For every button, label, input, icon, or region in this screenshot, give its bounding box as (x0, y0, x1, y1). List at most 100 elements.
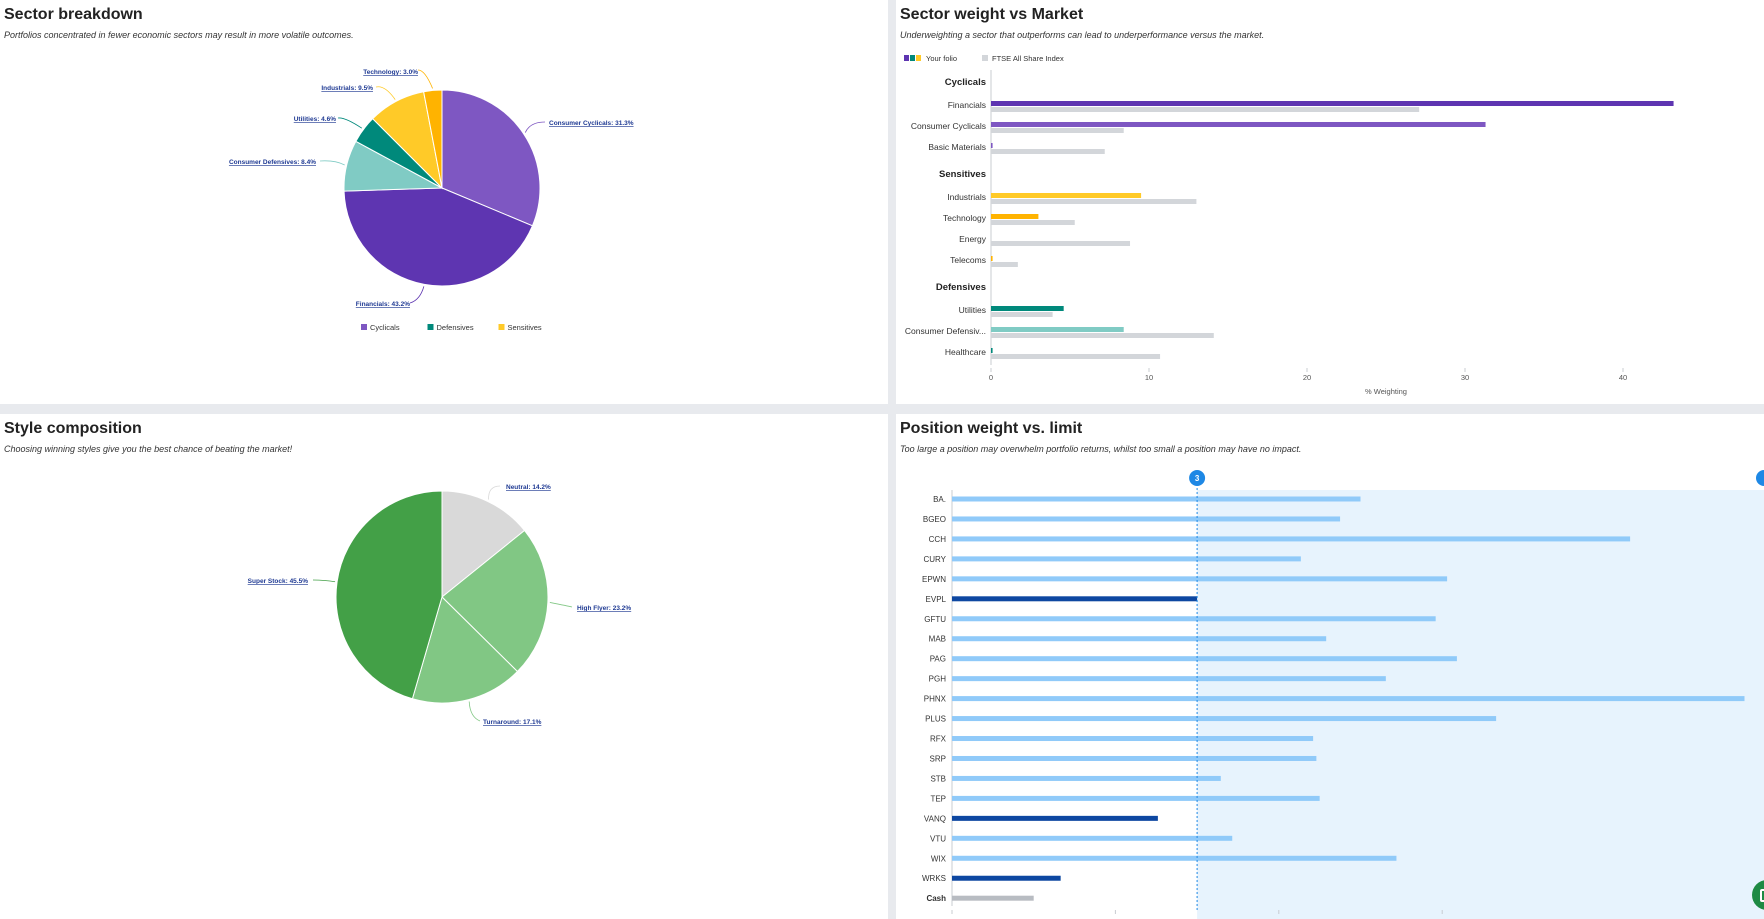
upper-limit-marker (1756, 470, 1764, 486)
bar-market (991, 128, 1124, 133)
position-label: RFX (930, 735, 947, 744)
category-label: Consumer Defensiv... (905, 326, 986, 336)
bar-folio (991, 214, 1039, 219)
pie-slice (441, 490, 526, 599)
x-tick-label: 10 (1145, 373, 1153, 382)
x-tick-label: 0 (950, 917, 954, 919)
position-bar (952, 855, 1397, 861)
position-bar (952, 616, 1436, 622)
position-weight-chart: BA. BGEO CCH CURY EPWN EVPL GFTU MAB PAG PGH PHNX P… (922, 470, 1764, 919)
bar-market (991, 149, 1105, 154)
position-bar (952, 636, 1327, 642)
pie-slice (411, 596, 519, 704)
position-bar (952, 755, 1317, 761)
slice-label: Industrials: 9.5% (321, 85, 373, 92)
bar-market (991, 199, 1197, 204)
position-bar (952, 716, 1497, 722)
chat-button[interactable] (1752, 880, 1764, 910)
panel-subtitle: Choosing winning styles give you the bes… (4, 444, 293, 454)
position-label: PGH (929, 675, 947, 684)
style-composition-panel: Style composition Choosing winning style… (0, 414, 888, 919)
x-tick-label: 0 (989, 373, 993, 382)
leader-line (375, 86, 396, 100)
position-label: MAB (929, 635, 946, 644)
panel-title: Position weight vs. limit (900, 420, 1083, 437)
position-bar (952, 516, 1341, 522)
x-tick-label: 4 (1277, 917, 1281, 919)
bar-folio (991, 306, 1064, 311)
x-tick-label: 6 (1440, 917, 1444, 919)
leader-line (312, 579, 336, 583)
leader-line (549, 602, 573, 608)
legend-swatch (982, 55, 988, 61)
panel-subtitle: Portfolios concentrated in fewer economi… (4, 30, 354, 40)
legend-swatch (361, 324, 367, 330)
category-label: Industrials (947, 192, 986, 202)
position-label: STB (930, 774, 946, 783)
bar-market (991, 107, 1420, 112)
bar-folio (991, 193, 1142, 198)
position-bar (952, 895, 1034, 901)
position-bar (952, 815, 1158, 821)
leader-line (468, 701, 481, 722)
legend-swatch (916, 55, 921, 61)
x-tick-label: 20 (1303, 373, 1311, 382)
panel-subtitle: Too large a position may overwhelm portf… (900, 444, 1302, 454)
slice-label: Super Stock: 45.5% (248, 578, 309, 585)
sector-weight-panel: Sector weight vs Market Underweighting a… (896, 0, 1764, 404)
legend-label: Defensives (437, 323, 474, 332)
slice-label: Neutral: 14.2% (506, 484, 551, 491)
bar-folio (991, 256, 993, 261)
panel-title: Sector breakdown (4, 6, 143, 23)
slice-label: Consumer Defensives: 8.4% (229, 159, 316, 166)
legend-label: Sensitives (508, 323, 542, 332)
legend-label: FTSE All Share Index (992, 54, 1064, 63)
leader-line (319, 160, 345, 166)
group-label: Defensives (936, 282, 986, 293)
position-bar (952, 656, 1457, 662)
panel-title: Sector weight vs Market (900, 6, 1084, 23)
sector-breakdown-chart: Consumer Cyclicals: 31.3% Financials: 43.… (229, 69, 634, 332)
legend-label: Cyclicals (370, 323, 400, 332)
position-bar (952, 676, 1386, 682)
position-bar (952, 496, 1361, 502)
slice-label: Utilities: 4.6% (294, 116, 336, 123)
position-bar (952, 736, 1314, 742)
style-composition-chart: Neutral: 14.2% High Flyer: 23.2% Turnaroun… (248, 484, 632, 726)
position-label: GFTU (924, 615, 946, 624)
leader-line (488, 485, 501, 500)
position-label: EVPL (926, 595, 947, 604)
x-tick-label: 30 (1461, 373, 1469, 382)
category-label: Healthcare (945, 347, 986, 357)
position-bar (952, 795, 1320, 801)
position-label: TEP (930, 794, 946, 803)
x-tick-label: 40 (1619, 373, 1627, 382)
slice-label: Financials: 43.2% (356, 301, 410, 308)
position-label: Cash (926, 894, 946, 903)
position-label: CCH (929, 535, 947, 544)
category-label: Telecoms (950, 255, 986, 265)
position-bar (952, 696, 1745, 702)
sector-weight-chart: Your folio FTSE All Share Index Cyclicals F… (904, 54, 1674, 396)
bar-market (991, 220, 1075, 225)
position-label: EPWN (922, 575, 946, 584)
leader-line (417, 69, 433, 89)
position-label: PAG (930, 655, 946, 664)
group-label: Cyclicals (945, 77, 986, 88)
pie-slice (423, 89, 443, 189)
pie-slice (343, 187, 534, 287)
bar-market (991, 312, 1053, 317)
bar-market (991, 333, 1214, 338)
bar-market (991, 262, 1018, 267)
category-label: Utilities (959, 305, 986, 315)
pie-slice (441, 89, 541, 227)
chat-icon (1760, 889, 1764, 902)
position-label: WRKS (922, 874, 946, 883)
slice-label: High Flyer: 23.2% (577, 605, 631, 612)
legend-swatch (427, 324, 434, 330)
leader-line (524, 121, 546, 133)
position-label: SRP (930, 754, 946, 763)
slice-label: Turnaround: 17.1% (483, 719, 542, 726)
leader-line (409, 286, 425, 304)
bar-market (991, 354, 1161, 359)
